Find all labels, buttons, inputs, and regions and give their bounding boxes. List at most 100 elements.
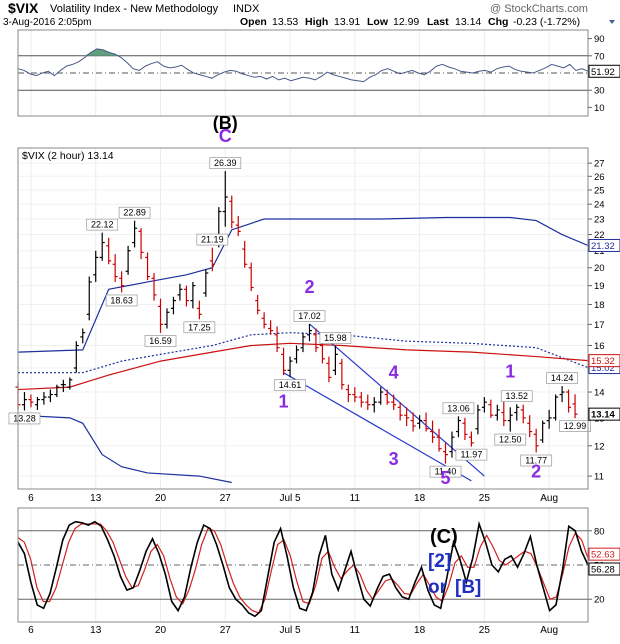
price-x-label: 6: [28, 493, 34, 504]
watermark: @ StockCharts.com: [490, 3, 588, 15]
ohlc-bar: [546, 409, 552, 429]
price-x-label: Aug: [540, 493, 558, 504]
ohlc-bar: [41, 392, 47, 405]
stoch-x-label: Aug: [540, 625, 558, 636]
candles: [15, 171, 578, 464]
ohlc-bar: [261, 312, 267, 329]
ohlc-bar: [553, 394, 559, 421]
stoch-last-k: 56.28: [591, 565, 615, 576]
ohlc-bar: [268, 320, 274, 335]
price-label-box: [546, 372, 578, 384]
ohlc-bar: [170, 296, 176, 315]
quote-label: Last: [427, 16, 449, 28]
ohlc-bar: [177, 283, 183, 301]
ohlc-bar: [540, 420, 546, 443]
price-tick-label: 22: [594, 230, 605, 241]
stoch-x-label: 18: [414, 625, 426, 636]
ohlc-bar: [358, 392, 364, 408]
price-x-label: 20: [155, 493, 167, 504]
wave-label: C: [219, 126, 232, 146]
price-frame: [17, 147, 589, 490]
stoch-x-label: 6: [28, 625, 34, 636]
ohlc-bar: [378, 387, 384, 405]
ohlc-bar: [326, 356, 332, 383]
ohlc-bar: [60, 379, 66, 393]
price-last-value: 13.14: [591, 410, 615, 421]
ohlc-bar: [138, 228, 144, 260]
stoch-x-label: 11: [350, 625, 361, 636]
or-label: or: [428, 577, 448, 598]
ohlc-bar: [145, 252, 151, 281]
ohlc-bar: [494, 404, 500, 421]
price-label: 13.28: [13, 413, 36, 423]
quote-label: Chg: [488, 16, 508, 28]
stoch-tick-label: 80: [594, 526, 605, 537]
overlay-last-value: 15.32: [591, 356, 615, 367]
price-label: 17.02: [298, 311, 321, 321]
ohlc-bar: [481, 397, 487, 413]
price-label: 16.59: [149, 336, 172, 346]
ohlc-bar: [255, 294, 261, 315]
rsi-last-value-box: [588, 64, 620, 78]
rsi-tick-label: 70: [594, 51, 605, 62]
chart-datetime: 3-Aug-2016 2:05pm: [3, 17, 91, 28]
price-label-box: [442, 402, 475, 415]
ohlc-bar: [339, 358, 345, 390]
ohlc-bar: [430, 420, 436, 443]
price-label-box: [293, 310, 326, 322]
stoch-tick-label: 20: [594, 595, 605, 606]
wave-label: 2: [304, 277, 314, 297]
ohlc-bar: [306, 323, 312, 342]
ohlc-bar: [132, 220, 138, 248]
ohlc-bar: [164, 308, 170, 329]
ohlc-bar: [294, 345, 300, 364]
price-tick-label: 18: [594, 300, 605, 311]
stoch-x-label: 27: [220, 625, 232, 636]
ohlc-bar: [520, 404, 526, 424]
ohlc-bar: [533, 428, 539, 453]
ohlc-bar: [559, 386, 565, 403]
price-tick-label: 17: [594, 320, 605, 331]
ohlc-bar: [99, 232, 105, 261]
overlay-last-value: 21.32: [591, 241, 615, 252]
price-label: 21.19: [201, 235, 224, 245]
wave-label: 2: [531, 462, 541, 482]
price-label-box: [319, 332, 352, 344]
ohlc-bar: [384, 389, 390, 405]
price-tick-label: 25: [594, 185, 605, 196]
ohlc-bar: [449, 431, 455, 458]
price-tick-label: 26: [594, 172, 605, 183]
ohlc-bar: [209, 247, 215, 272]
wave-2-bracket-label: [2]: [428, 551, 451, 572]
stoch-x-label: 20: [155, 625, 167, 636]
chart-symbol: $VIX: [8, 0, 39, 16]
rsi-panel: 103050709051.92: [17, 29, 620, 117]
ohlc-bar: [423, 412, 429, 432]
price-x-label: 18: [414, 493, 426, 504]
wave-label: 1: [279, 391, 289, 411]
overlay-moving-average-2: [18, 342, 588, 391]
ohlc-bar: [443, 442, 448, 464]
ohlc-bar: [514, 404, 520, 421]
quote-label: Low: [367, 16, 389, 28]
chevron-down-icon[interactable]: [609, 20, 615, 24]
ohlc-bar: [281, 347, 287, 376]
price-label: 12.50: [499, 435, 522, 445]
price-last-box: [588, 407, 620, 421]
annotations: (C) [2] or [B]: [428, 526, 481, 598]
ohlc-bar: [190, 281, 196, 309]
quote-bar: Open 13.53 High 13.91 Low 12.99 Last 13.14 Chg -0…: [240, 16, 580, 28]
ohlc-bar: [235, 216, 241, 237]
wave-label: 5: [440, 468, 450, 488]
ohlc-bar: [527, 415, 533, 438]
wave-label: 1: [505, 361, 515, 381]
price-label: 13.52: [505, 391, 528, 401]
price-tick-label: 27: [594, 159, 605, 170]
ohlc-bar: [73, 341, 79, 373]
ohlc-bar: [566, 389, 572, 413]
ohlc-bar: [67, 377, 73, 390]
ohlc-bar: [222, 171, 228, 227]
wave-label: 4: [389, 363, 399, 383]
wave-c-label: (C): [430, 526, 458, 548]
quote-label: Open: [240, 16, 267, 28]
